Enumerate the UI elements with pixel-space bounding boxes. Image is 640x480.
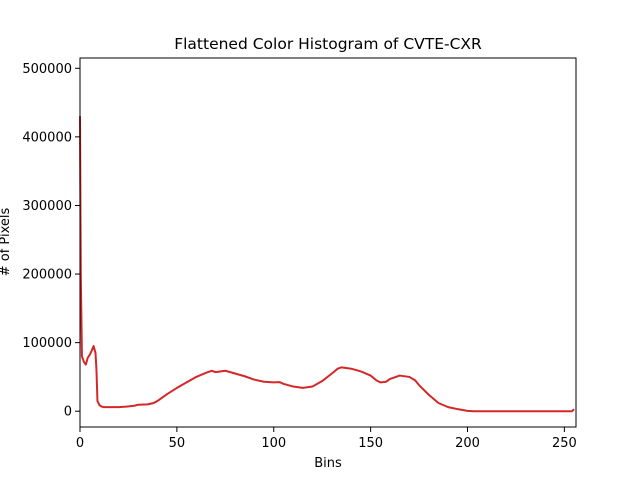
x-tick-label: 150 — [358, 436, 383, 451]
y-axis-ticks: 0 100000 200000 300000 400000 500000 — [22, 62, 80, 420]
y-axis-label: # of Pixels — [0, 208, 13, 277]
y-tick-label: 300000 — [22, 199, 72, 214]
series-line-0 — [79, 116, 575, 413]
chart-title: Flattened Color Histogram of CVTE-CXR — [174, 35, 482, 53]
x-tick-label: 100 — [261, 436, 286, 451]
series-layer — [79, 116, 575, 413]
y-tick-label: 500000 — [22, 62, 72, 77]
y-tick-label: 100000 — [22, 336, 72, 351]
x-tick-label: 50 — [169, 436, 186, 451]
x-axis-label: Bins — [314, 456, 342, 471]
x-tick-label: 200 — [455, 436, 480, 451]
plot-area — [80, 58, 576, 427]
x-tick-label: 0 — [76, 436, 84, 451]
axes-frame — [79, 57, 577, 428]
x-axis-ticks: 0 50 100 150 200 250 — [76, 427, 577, 451]
y-tick-label: 400000 — [22, 130, 72, 145]
y-tick-label: 0 — [64, 405, 72, 420]
x-tick-label: 250 — [552, 436, 577, 451]
y-tick-label: 200000 — [22, 268, 72, 283]
